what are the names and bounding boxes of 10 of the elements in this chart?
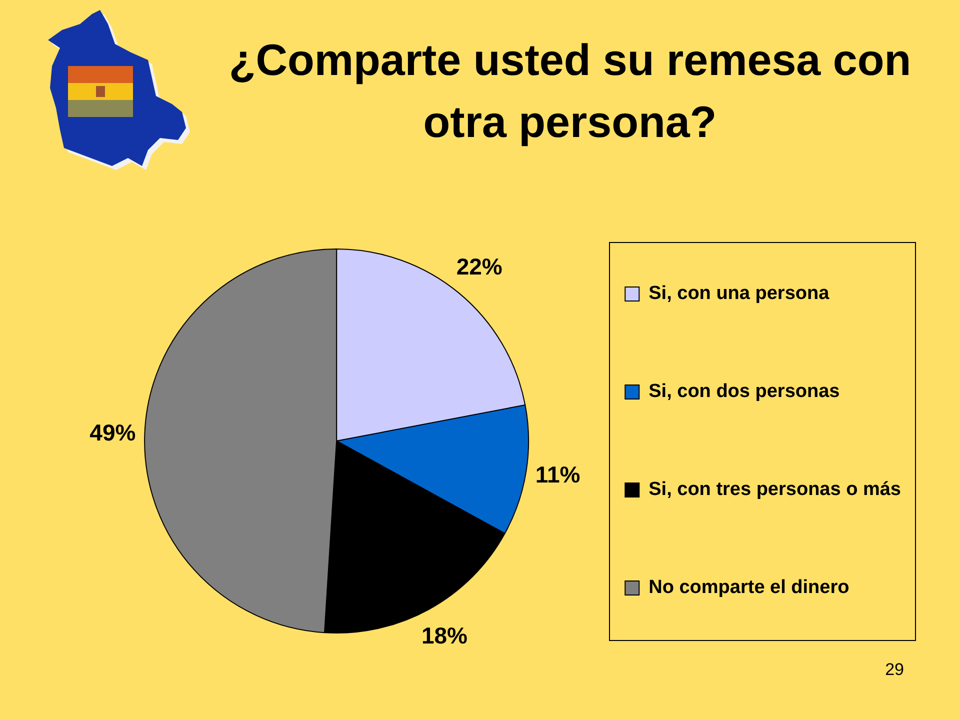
data-label: 22% — [456, 254, 502, 280]
legend-label: Si, con tres personas o más — [648, 479, 902, 500]
text: 29 — [885, 660, 904, 680]
data-label: 18% — [421, 622, 468, 649]
legend-label: No comparte el dinero — [648, 577, 850, 598]
legend-label: Si, con una persona — [648, 283, 830, 304]
data-label: 49% — [90, 419, 136, 446]
data-label: 11% — [535, 461, 580, 488]
chart-title: ¿Comparte usted su remesa con otra persona? — [228, 35, 912, 149]
legend-label: Si, con dos personas — [648, 381, 840, 402]
